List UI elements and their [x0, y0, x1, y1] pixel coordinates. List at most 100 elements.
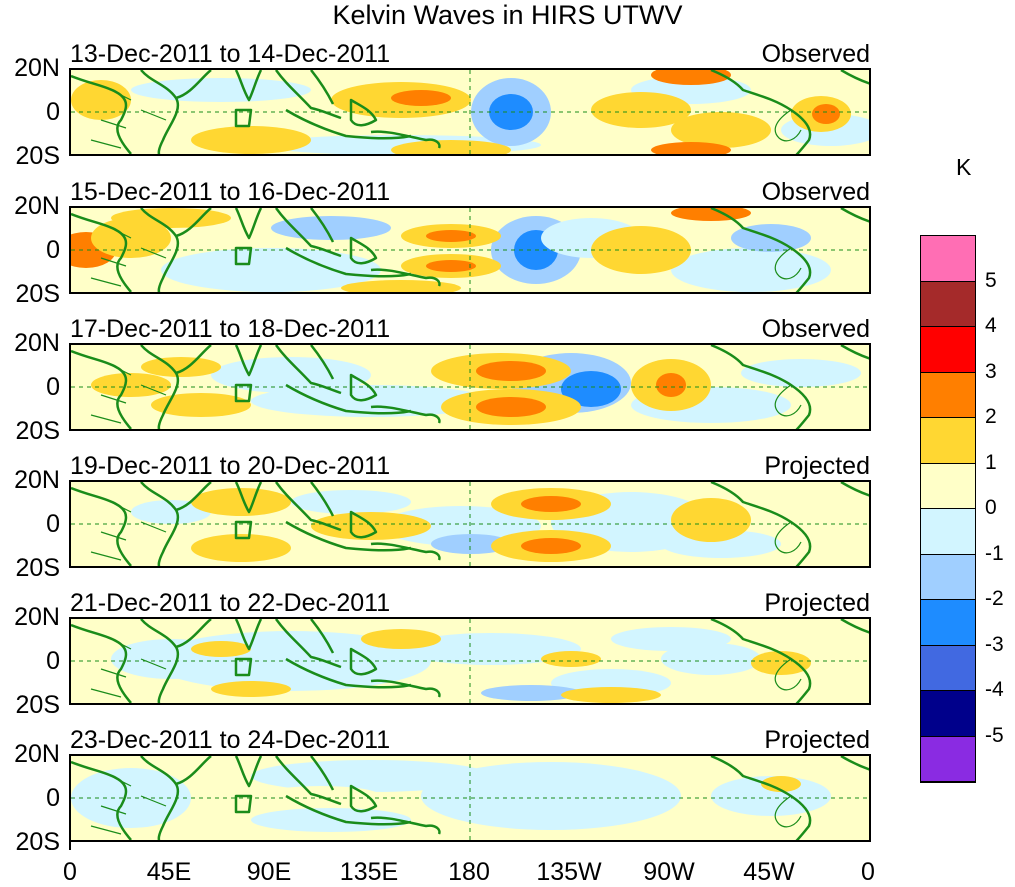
anomaly-blob [391, 140, 511, 154]
lon-tick-label: 90E [246, 858, 292, 886]
coastlines [71, 482, 869, 566]
anomaly-blob [431, 534, 511, 554]
map-panel: 13-Dec-2011 to 14-Dec-2011 Observed 20N … [0, 40, 900, 170]
panel-date-range: 17-Dec-2011 to 18-Dec-2011 [70, 315, 391, 343]
lat-label: 20S [15, 142, 60, 170]
anomaly-blob [426, 260, 476, 272]
panel-kind-label: Observed [761, 178, 870, 206]
coastlines [71, 756, 869, 840]
colorbar-label: -4 [985, 678, 1004, 701]
anomaly-blob [476, 397, 546, 417]
colorbar-label: 3 [985, 359, 997, 383]
panel-date-range: 13-Dec-2011 to 14-Dec-2011 [70, 40, 391, 68]
anomaly-blob [341, 280, 461, 292]
coastlines [71, 70, 869, 154]
anomaly-blob [521, 496, 581, 512]
lat-label: 20N [14, 466, 60, 494]
colorbar-label: 5 [985, 268, 997, 292]
map-panel: 21-Dec-2011 to 22-Dec-2011 Projected 20N… [0, 589, 900, 719]
coastlines [71, 619, 869, 703]
lon-tick-label: 90W [643, 858, 695, 886]
anomaly-blob [481, 685, 581, 701]
lon-tick-label: 135W [536, 858, 602, 886]
panel-date-range: 15-Dec-2011 to 16-Dec-2011 [70, 178, 391, 206]
lat-label: 20N [14, 192, 60, 220]
lon-tick-label: 45W [743, 858, 795, 886]
lat-label: 20S [15, 280, 60, 308]
map-panel: 17-Dec-2011 to 18-Dec-2011 Observed 20N … [0, 315, 900, 445]
anomaly-blob [251, 808, 411, 832]
colorbar-box [921, 736, 975, 782]
map-panel: 23-Dec-2011 to 24-Dec-2011 Projected 20N… [0, 726, 900, 856]
colorbar-label: 4 [985, 314, 997, 337]
panel-date-range: 19-Dec-2011 to 20-Dec-2011 [70, 452, 391, 480]
anomaly-blob [661, 643, 761, 675]
anomaly-blob [476, 361, 546, 381]
anomaly-blob [421, 762, 681, 830]
anomaly-blob [381, 506, 541, 546]
colorbar-label: -5 [985, 723, 1004, 747]
colorbar-label: 1 [985, 450, 997, 474]
anomaly-blob [761, 776, 801, 792]
anomaly-blob [211, 681, 291, 697]
panel-kind-label: Projected [764, 452, 870, 480]
anomaly-blob [561, 687, 661, 703]
anomaly-blob [141, 357, 221, 377]
anomaly-blob [591, 92, 691, 128]
lon-tick-label: 45E [146, 858, 192, 886]
colorbar-box [921, 554, 975, 600]
anomaly-map [69, 343, 871, 431]
lat-label: 0 [46, 647, 60, 675]
anomaly-blob [71, 80, 131, 120]
anomaly-blob [391, 90, 451, 106]
panel-kind-label: Observed [761, 315, 870, 343]
plot-title: Kelvin Waves in HIRS UTWV [332, 0, 683, 30]
colorbar-label: 2 [985, 405, 997, 428]
colorbar-box [921, 236, 975, 282]
lat-label: 20N [14, 54, 60, 82]
lat-label: 20S [15, 828, 60, 856]
anomaly-blob [191, 126, 311, 154]
anomaly-blob [291, 490, 411, 514]
lat-label: 0 [46, 784, 60, 812]
anomaly-blob [191, 641, 251, 657]
lat-label: 20S [15, 554, 60, 582]
anomaly-blob [426, 230, 476, 242]
anomaly-blob [161, 248, 381, 292]
colorbar-unit: K [956, 154, 972, 180]
colorbar-box [921, 509, 975, 555]
panel-kind-label: Observed [761, 40, 870, 68]
colorbar-label: -3 [985, 632, 1004, 656]
anomaly-blob [656, 373, 686, 397]
colorbar-box [921, 600, 975, 646]
lat-label: 0 [46, 98, 60, 126]
anomaly-blob [651, 142, 731, 154]
anomaly-map [69, 480, 871, 568]
anomaly-blob [751, 651, 811, 675]
anomaly-map [69, 617, 871, 705]
anomaly-blob [521, 538, 581, 554]
lat-label: 20S [15, 417, 60, 445]
coastlines [71, 208, 869, 292]
panel-kind-label: Projected [764, 589, 870, 617]
lat-label: 20N [14, 329, 60, 357]
lon-tick-label: 135E [339, 858, 399, 886]
colorbar-label: -1 [985, 541, 1004, 565]
panel-date-range: 21-Dec-2011 to 22-Dec-2011 [70, 589, 391, 617]
colorbar-box [921, 691, 975, 737]
anomaly-blob [401, 633, 581, 665]
panel-date-range: 23-Dec-2011 to 24-Dec-2011 [70, 726, 391, 754]
lat-label: 0 [46, 510, 60, 538]
anomaly-blob [541, 651, 601, 667]
anomaly-blob [251, 385, 491, 417]
lat-label: 20N [14, 740, 60, 768]
anomaly-blob [741, 359, 861, 387]
anomaly-blob [812, 104, 840, 124]
lon-tick-label: 180 [448, 858, 490, 886]
anomaly-map [69, 68, 871, 156]
lat-label: 20S [15, 691, 60, 719]
anomaly-blob [611, 627, 731, 651]
anomaly-map [69, 206, 871, 294]
colorbar-box [921, 372, 975, 418]
colorbar-label: 0 [985, 496, 997, 519]
